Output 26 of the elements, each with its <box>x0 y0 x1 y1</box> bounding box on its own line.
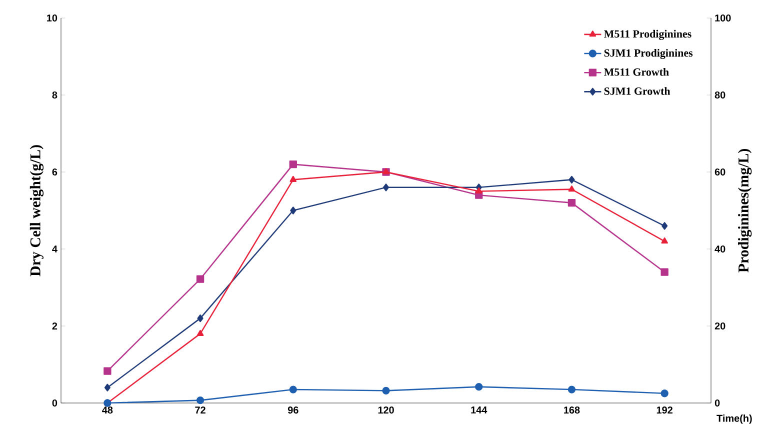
y2-axis-title: Prodiginines(mg/L) <box>738 149 752 272</box>
y-tick-label: 2 <box>52 322 58 330</box>
y2-tick-label: 80 <box>714 91 726 99</box>
legend-label: SJM1 Growth <box>604 87 670 95</box>
y2-tick-label: 20 <box>714 322 726 330</box>
y-tick-label: 8 <box>52 91 58 99</box>
legend-label: M511 Growth <box>604 68 669 76</box>
y-axis-title: Dry Cell weight(g/L) <box>30 145 44 276</box>
y-tick-label: 10 <box>47 14 58 22</box>
y2-tick-label: 60 <box>714 168 726 176</box>
y-tick-label: 4 <box>52 246 58 252</box>
x-tick-label: 48 <box>102 406 113 414</box>
x-tick-label: 72 <box>195 406 206 414</box>
y2-tick-label: 100 <box>715 14 731 22</box>
x-tick-label: 144 <box>471 406 488 414</box>
y2-tick-label: 0 <box>714 399 720 407</box>
y2-tick-label: 40 <box>714 245 726 253</box>
legend-label: SJM1 Prodiginines <box>604 48 693 59</box>
y-tick-label: 0 <box>52 399 58 407</box>
x-tick-label: 192 <box>656 406 672 414</box>
x-tick-label: 96 <box>288 406 298 414</box>
x-axis-title: Time(h) <box>716 414 752 424</box>
x-tick-label: 120 <box>378 406 394 414</box>
legend-label: M511 Prodiginines <box>604 30 692 40</box>
y-tick-label: 6 <box>52 168 58 176</box>
x-tick-label: 168 <box>564 406 580 414</box>
